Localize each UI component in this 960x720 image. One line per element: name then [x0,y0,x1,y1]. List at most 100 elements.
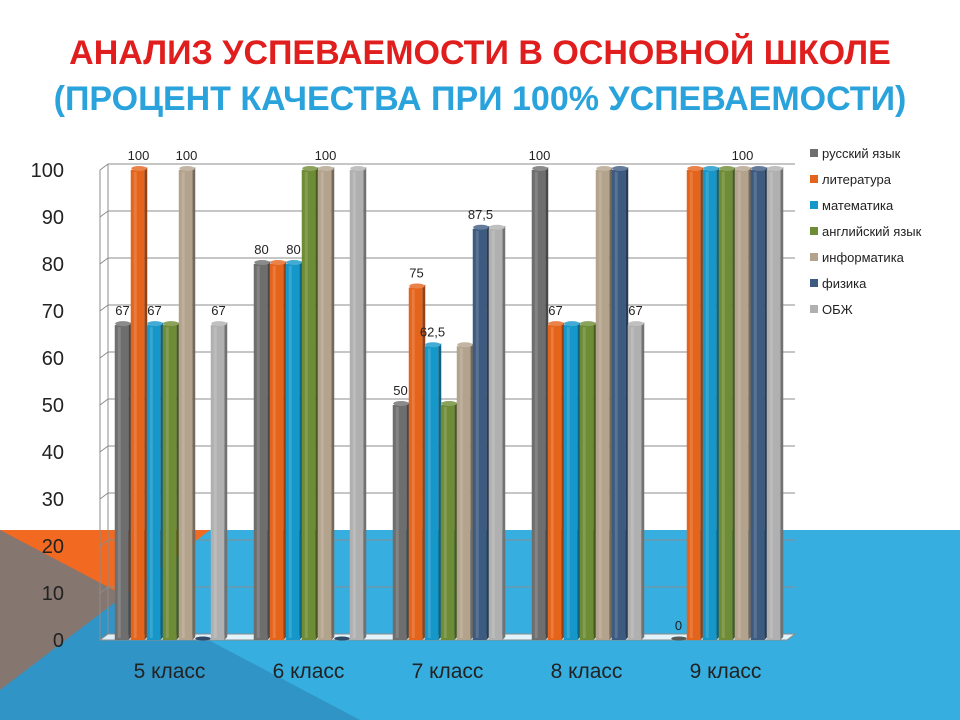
bar-highlight [443,407,447,638]
bar-side [700,167,704,640]
bar-side [716,167,720,640]
bar [686,166,704,640]
bar-side [625,167,629,640]
legend-item: русский язык [810,146,901,161]
page-title: АНАЛИЗ УСПЕВАЕМОСТИ В ОСНОВНОЙ ШКОЛЕ [69,34,891,72]
bar-top [350,166,366,171]
bar-top [195,636,211,641]
bar-top [596,166,612,171]
bar-front [702,170,717,640]
y-tick-label: 90 [42,207,64,229]
legend: русский язык литература математика английск… [810,146,922,317]
bar-highlight [737,172,741,638]
legend-label: ОБЖ [822,302,853,317]
legend-item: литература [810,172,892,187]
bar [253,260,271,640]
bar-top [457,342,473,348]
bar-side [502,225,506,640]
bar-front [317,170,332,640]
bar-highlight [304,172,308,638]
gridline-side [99,351,109,359]
data-label: 100 [128,148,150,163]
bar-side [224,322,228,640]
legend-item: физика [810,276,867,291]
bar-front [766,170,781,640]
bar-front [686,170,701,640]
bar-front [750,170,765,640]
bar [392,401,410,640]
bar [595,166,613,640]
bar-highlight [256,266,260,638]
bar-highlight [133,172,137,638]
legend-label: физика [822,276,867,291]
bar [317,166,335,640]
bar-front [114,325,129,640]
bar-side [486,225,490,640]
bar [440,401,458,640]
page-subtitle: (ПРОЦЕНТ КАЧЕСТВА ПРИ 100% УСПЕВАЕМОСТИ) [53,80,907,118]
data-label: 67 [628,303,642,318]
bar-top [318,166,334,171]
bar-front [130,170,145,640]
y-tick-label: 10 [42,583,64,605]
data-label: 75 [409,266,423,281]
data-label: 80 [254,242,268,257]
bar-side [732,167,736,640]
bar-side [438,343,442,640]
bar-side [748,167,752,640]
bar [702,166,720,640]
bar-side [331,167,335,640]
legend-label: математика [822,198,894,213]
bar-top [751,166,767,171]
bar [671,636,687,641]
bar-highlight [491,230,495,638]
legend-swatch [810,149,818,157]
bar-side [545,167,549,640]
bar-highlight [475,230,479,638]
bar-highlight [272,266,276,638]
x-category-label: 9 класс [690,660,762,683]
data-label: 67 [211,303,225,318]
bar-front [595,170,610,640]
bar-top [254,260,270,265]
bar-highlight [117,327,121,638]
bar-front [349,170,364,640]
bar-side [577,322,581,640]
y-tick-label: 60 [42,348,64,370]
gridline-side [99,163,109,171]
bar [334,636,350,641]
x-category-label: 5 класс [134,660,206,683]
legend-item: ОБЖ [810,302,853,317]
bar-top [147,321,163,327]
bar [472,224,490,640]
bar-top [473,224,489,230]
bar-front [146,325,161,640]
bar [146,321,164,640]
bar [424,342,442,640]
bar-side [764,167,768,640]
bar [488,224,506,640]
bar-front [301,170,316,640]
x-category-label: 7 класс [412,660,484,683]
bar [178,166,196,640]
bar-front [210,325,225,640]
bar-front [178,170,193,640]
bar-top [211,321,227,327]
bar [627,321,645,640]
bar [349,166,367,640]
bar-front [611,170,626,640]
bar-front [253,264,268,640]
bar-side [470,343,474,640]
bar-front [734,170,749,640]
legend-label: информатика [822,250,905,265]
gridline-side [99,304,109,312]
bar [531,166,549,640]
bar-highlight [705,172,709,638]
bar-side [283,261,287,640]
bar [611,166,629,640]
bar-top [115,321,131,327]
bar-side [406,402,410,640]
bar-top [270,260,286,265]
bar [563,321,581,640]
